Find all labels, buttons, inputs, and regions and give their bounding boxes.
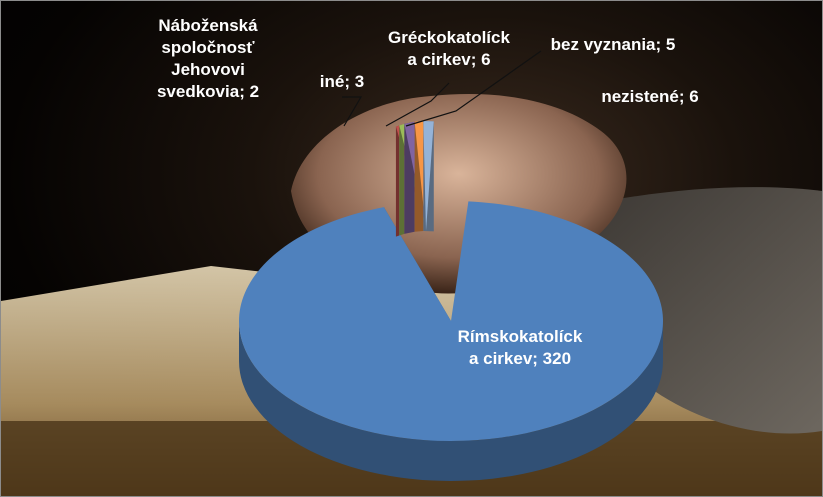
data-label-line: a cirkev; 6: [407, 50, 490, 69]
data-label-line: Náboženská: [158, 16, 258, 35]
slice-5: [423, 121, 434, 231]
slice-4: [414, 121, 426, 231]
slice-side-2: [399, 123, 405, 236]
data-label-line: a cirkev; 320: [469, 349, 571, 368]
data-label-2: iné; 3: [320, 72, 364, 91]
slice-side-0: [239, 321, 663, 481]
data-label-line: Gréckokatolíck: [388, 28, 510, 47]
leader-line-3: [385, 82, 450, 127]
data-label-line: iné; 3: [320, 72, 364, 91]
data-label-line: svedkovia; 2: [157, 82, 259, 101]
data-labels: Rímskokatolíck a cirkev; 320 Náboženská spo…: [157, 16, 699, 368]
leader-line-4: [405, 50, 542, 127]
data-label-3: Gréckokatolíck a cirkev; 6: [388, 28, 510, 69]
data-label-5: nezistené; 6: [601, 87, 698, 106]
data-label-line: Rímskokatolíck: [458, 327, 583, 346]
data-label-line: spoločnosť: [161, 38, 255, 57]
leader-line-2: [342, 96, 363, 127]
data-label-0: Rímskokatolíck a cirkev; 320: [458, 327, 583, 368]
slice-0: [238, 201, 663, 441]
pie-slices: [238, 121, 663, 481]
data-label-line: Jehovovi: [171, 60, 245, 79]
sleeve-shape: [561, 187, 822, 434]
slice-side-1: [395, 125, 400, 237]
data-label-line: bez vyznania; 5: [551, 35, 676, 54]
data-label-line: nezistené; 6: [601, 87, 698, 106]
data-label-4: bez vyznania; 5: [551, 35, 676, 54]
data-label-1: Náboženská spoločnosť Jehovovi svedkovia; 2: [157, 16, 259, 101]
leader-lines: [342, 50, 542, 127]
